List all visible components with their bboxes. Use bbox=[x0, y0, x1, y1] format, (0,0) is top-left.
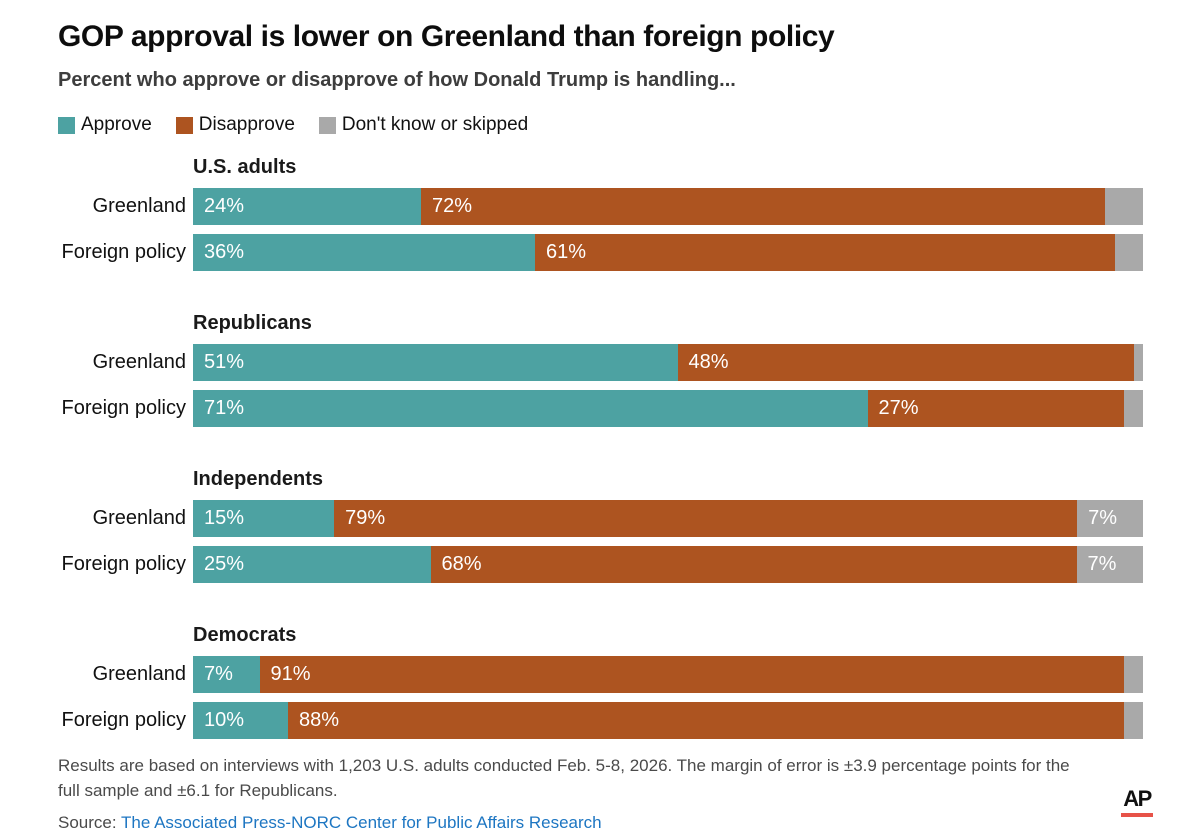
group-header: Democrats bbox=[193, 624, 297, 646]
segment-value-label: 61% bbox=[546, 241, 587, 263]
bar-segment-approve: 24% bbox=[193, 188, 421, 225]
bar-row: Greenland 7% 91% bbox=[58, 656, 1143, 693]
segment-value-label: 72% bbox=[432, 195, 473, 217]
bar-group: Independents Greenland 15% 79% 7% Foreign pol… bbox=[58, 468, 1143, 583]
legend-label-disapprove: Disapprove bbox=[198, 114, 295, 135]
segment-value-label: 79% bbox=[345, 507, 386, 529]
segment-value-label: 68% bbox=[441, 553, 482, 575]
segment-value-label: 71% bbox=[204, 397, 245, 419]
bar-track: 15% 79% 7% bbox=[193, 500, 1143, 537]
legend-label-unknown: Don't know or skipped bbox=[341, 114, 529, 135]
bar-track: 24% 72% bbox=[193, 188, 1143, 225]
methodology-footnote: Results are based on interviews with 1,2… bbox=[58, 756, 1070, 800]
bar-segment-disapprove: 27% bbox=[867, 390, 1124, 427]
bar-track: 51% 48% bbox=[193, 344, 1143, 381]
legend-item-unknown: Don't know or skipped bbox=[318, 114, 529, 136]
bar-row: Greenland 15% 79% 7% bbox=[58, 500, 1143, 537]
legend-label-approve: Approve bbox=[81, 114, 152, 135]
segment-value-label: 7% bbox=[1088, 507, 1118, 529]
bar-group: U.S. adults Greenland 24% 72% Foreign policy… bbox=[58, 156, 1143, 271]
legend-swatch-approve bbox=[58, 116, 75, 134]
bar-row: Foreign policy 25% 68% 7% bbox=[58, 546, 1143, 583]
bar-row: Greenland 51% 48% bbox=[58, 344, 1143, 381]
segment-value-label: 24% bbox=[204, 195, 245, 217]
bar-segment-disapprove: 61% bbox=[535, 234, 1115, 271]
legend-swatch-disapprove bbox=[175, 116, 193, 134]
bar-segment-disapprove: 79% bbox=[334, 500, 1078, 537]
group-header: Independents bbox=[193, 468, 324, 490]
segment-value-label: 7% bbox=[204, 663, 233, 685]
bar-row: Foreign policy 36% 61% bbox=[58, 234, 1143, 271]
bar-segment-unknown bbox=[1124, 390, 1143, 427]
segment-value-label: 36% bbox=[204, 241, 245, 263]
bar-segment-unknown bbox=[1114, 234, 1143, 271]
bar-segment-disapprove: 68% bbox=[430, 546, 1077, 583]
bar-row: Foreign policy 71% 27% bbox=[58, 390, 1143, 427]
group-header: Republicans bbox=[193, 312, 312, 334]
bar-segment-disapprove: 72% bbox=[421, 188, 1105, 225]
bar-segment-approve: 7% bbox=[193, 656, 260, 693]
bar-segment-approve: 25% bbox=[193, 546, 431, 583]
bar-row: Greenland 24% 72% bbox=[58, 188, 1143, 225]
chart-subtitle: Percent who approve or disapprove of how… bbox=[58, 69, 736, 91]
bar-track: 71% 27% bbox=[193, 390, 1143, 427]
source-line: Source: The Associated Press-NORC Center… bbox=[58, 813, 1143, 833]
bar-segment-disapprove: 91% bbox=[259, 656, 1124, 693]
bar-track: 36% 61% bbox=[193, 234, 1143, 271]
bar-segment-unknown bbox=[1105, 188, 1143, 225]
segment-value-label: 10% bbox=[204, 709, 245, 731]
stacked-bar-chart: U.S. adults Greenland 24% 72% Foreign policy… bbox=[58, 156, 1143, 739]
legend-item-approve: Approve bbox=[58, 114, 152, 136]
segment-value-label: 7% bbox=[1087, 553, 1117, 575]
row-label: Foreign policy bbox=[61, 397, 186, 419]
bar-track: 25% 68% 7% bbox=[193, 546, 1143, 583]
segment-value-label: 27% bbox=[878, 397, 919, 419]
legend: Approve Disapprove Don't know or skipped bbox=[58, 114, 1143, 136]
bar-segment-disapprove: 48% bbox=[677, 344, 1134, 381]
bar-segment-unknown bbox=[1124, 656, 1143, 693]
bar-segment-approve: 36% bbox=[193, 234, 535, 271]
segment-value-label: 91% bbox=[270, 663, 311, 685]
bar-track: 10% 88% bbox=[193, 702, 1143, 739]
ap-logo: AP bbox=[1120, 788, 1154, 817]
row-label: Greenland bbox=[92, 663, 186, 685]
row-label: Foreign policy bbox=[61, 241, 186, 263]
group-header: U.S. adults bbox=[193, 156, 297, 178]
bar-segment-unknown: 7% bbox=[1076, 546, 1143, 583]
bar-segment-unknown: 7% bbox=[1077, 500, 1143, 537]
row-label: Greenland bbox=[92, 195, 186, 217]
segment-value-label: 15% bbox=[204, 507, 245, 529]
bar-row: Foreign policy 10% 88% bbox=[58, 702, 1143, 739]
source-link[interactable]: The Associated Press-NORC Center for Pub… bbox=[121, 813, 602, 833]
bar-group: Republicans Greenland 51% 48% Foreign policy… bbox=[58, 312, 1143, 427]
legend-item-disapprove: Disapprove bbox=[175, 114, 295, 136]
bar-track: 7% 91% bbox=[193, 656, 1143, 693]
bar-segment-unknown bbox=[1124, 702, 1143, 739]
segment-value-label: 48% bbox=[688, 351, 729, 373]
bar-segment-approve: 51% bbox=[193, 344, 678, 381]
segment-value-label: 51% bbox=[204, 351, 245, 373]
row-label: Greenland bbox=[92, 507, 186, 529]
segment-value-label: 88% bbox=[299, 709, 340, 731]
chart-title: GOP approval is lower on Greenland than … bbox=[58, 20, 835, 53]
bar-segment-approve: 10% bbox=[193, 702, 288, 739]
segment-value-label: 25% bbox=[204, 553, 245, 575]
legend-swatch-unknown bbox=[318, 116, 336, 134]
row-label: Foreign policy bbox=[61, 709, 186, 731]
ap-logo-text: AP bbox=[1123, 786, 1152, 811]
row-label: Greenland bbox=[92, 351, 186, 373]
bar-segment-approve: 15% bbox=[193, 500, 335, 537]
source-label: Source: bbox=[58, 813, 122, 833]
bar-segment-approve: 71% bbox=[193, 390, 868, 427]
row-label: Foreign policy bbox=[61, 553, 186, 575]
bar-group: Democrats Greenland 7% 91% Foreign policy 10%… bbox=[58, 624, 1143, 739]
bar-segment-disapprove: 88% bbox=[288, 702, 1124, 739]
bar-segment-unknown bbox=[1133, 344, 1143, 381]
ap-logo-red-underline bbox=[1121, 813, 1153, 817]
